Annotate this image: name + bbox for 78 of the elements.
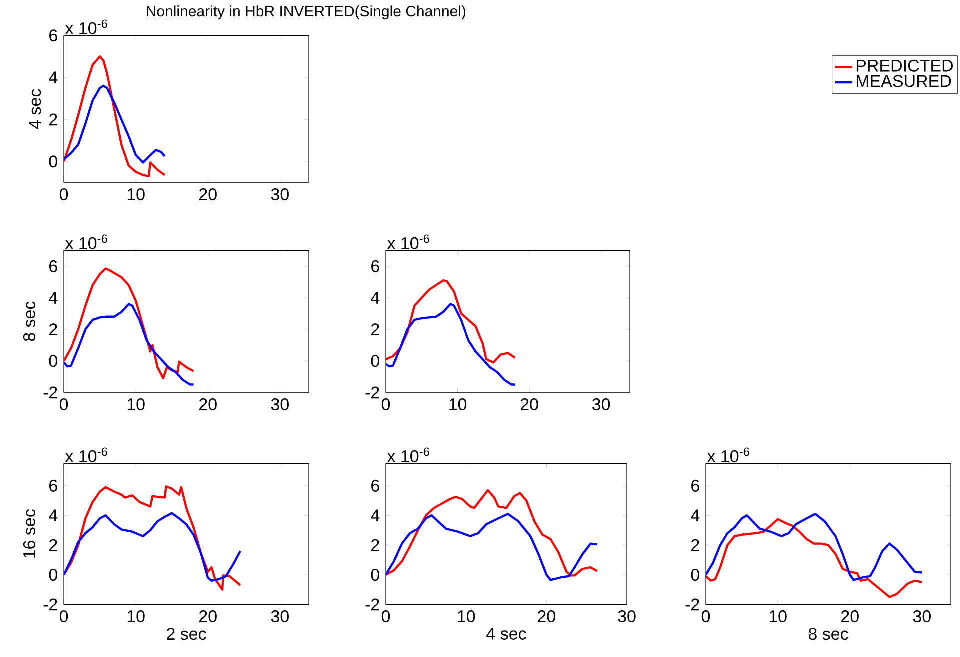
x-tick-label: 30 (271, 398, 289, 411)
x-tick-label: 20 (200, 398, 217, 411)
x-axis-title: 4 sec (486, 628, 526, 640)
x-tick-label: 10 (458, 610, 476, 623)
y-axis-title: 8 sec (23, 302, 36, 342)
y-tick-label: 2 (692, 540, 700, 552)
x-tick-label: 10 (770, 610, 787, 623)
y-tick-label: 6 (50, 480, 58, 492)
text: x 10$^{-6}$ (65, 234, 108, 250)
y-tick-label: 4 (371, 510, 380, 522)
text: x 10$^{-6}$ (707, 448, 750, 463)
line-series (64, 486, 242, 592)
x-tick-label: 30 (271, 610, 289, 623)
x-tick-label: 30 (592, 398, 610, 411)
y-tick-label: 2 (372, 540, 380, 552)
x-tick-label: 0 (702, 610, 710, 623)
line-series (706, 513, 924, 582)
y-tick-label: 4 (691, 510, 700, 522)
x-tick-label: 20 (200, 188, 217, 201)
y-tick-label: 4 (49, 72, 58, 84)
y-tick-label: -2 (366, 386, 380, 399)
x-tick-label: 30 (271, 188, 289, 201)
x-tick-label: 10 (128, 610, 145, 623)
y-tick-label: 0 (49, 569, 58, 582)
x-tick-label: 0 (60, 188, 68, 201)
y-tick-label: 0 (691, 569, 700, 582)
line-series (64, 85, 166, 164)
y-tick-label: 0 (371, 355, 380, 368)
chart-title: Nonlinearity in HbR INVERTED(Single Channel) (147, 6, 466, 20)
x-tick-label: 20 (842, 610, 859, 623)
y-tick-label: -2 (686, 598, 700, 611)
line-series (706, 518, 924, 598)
line-series (64, 56, 166, 178)
x-axis-title: 8 sec (808, 628, 848, 640)
y-tick-label: 2 (372, 324, 380, 336)
y-tick-label: 0 (49, 355, 58, 368)
text: x 10$^{-6}$ (65, 20, 108, 35)
legend-label: PREDICTED (856, 60, 953, 72)
y-tick-label: 2 (50, 324, 58, 336)
x-tick-label: 0 (60, 398, 68, 411)
x-tick-label: 10 (128, 398, 145, 411)
text: x 10$^{-6}$ (65, 448, 108, 463)
x-tick-label: 20 (200, 610, 217, 623)
y-axis-title: 16 sec (23, 510, 36, 558)
line-series (386, 489, 598, 577)
y-tick-label: 2 (50, 114, 58, 126)
text: x 10$^{-6}$ (387, 234, 430, 250)
line-series (386, 513, 598, 582)
y-tick-label: 6 (50, 260, 58, 273)
text: x 10$^{-6}$ (387, 448, 430, 463)
x-tick-label: 10 (128, 188, 145, 201)
y-tick-label: 0 (49, 156, 58, 168)
x-tick-label: 0 (60, 610, 68, 623)
y-tick-label: 6 (372, 260, 380, 273)
y-tick-label: -2 (366, 598, 380, 611)
y-tick-label: 0 (371, 569, 380, 582)
line-series (64, 303, 195, 386)
x-tick-label: 30 (913, 610, 931, 623)
y-tick-label: -2 (44, 386, 58, 399)
y-tick-label: 6 (692, 480, 700, 492)
y-tick-label: 6 (50, 30, 58, 42)
x-tick-label: 10 (450, 398, 467, 411)
y-tick-label: -2 (44, 598, 58, 611)
x-axis-title: 2 sec (167, 628, 206, 640)
y-tick-label: 2 (50, 540, 58, 552)
legend-label: MEASURED (856, 75, 952, 88)
y-tick-label: 4 (49, 510, 58, 522)
x-tick-label: 0 (382, 398, 390, 411)
y-axis-title: 4 sec (29, 89, 42, 130)
x-tick-label: 30 (618, 610, 636, 623)
y-tick-label: 4 (49, 292, 58, 304)
line-series (64, 512, 242, 582)
x-tick-label: 0 (382, 610, 390, 623)
y-tick-label: 6 (372, 480, 380, 492)
x-tick-label: 20 (538, 610, 556, 623)
x-tick-label: 20 (520, 398, 538, 411)
y-tick-label: 4 (371, 292, 380, 304)
line-series (64, 268, 195, 380)
